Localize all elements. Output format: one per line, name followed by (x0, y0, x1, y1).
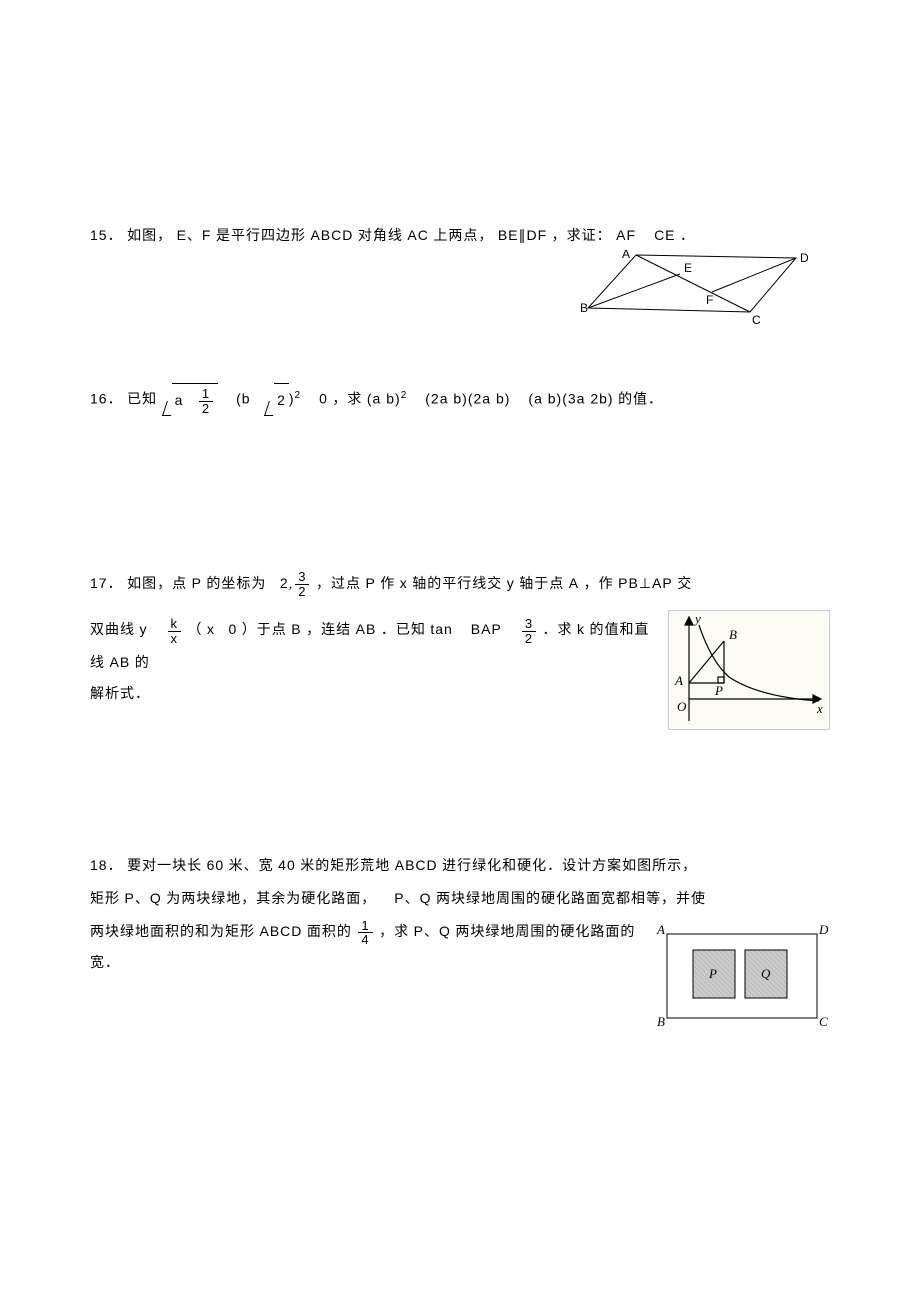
sqrt-a-half: a 12 (162, 383, 219, 418)
problem-17: 17． 如图，点 P 的坐标为 2,32 ，过点 P 作 x 轴的平行线交 y … (90, 568, 830, 731)
svg-text:P: P (714, 683, 724, 698)
problem-16: 16． 已知 a 12 (b 2)2 0 ，求 (a b)2 (2a b)(2a… (90, 383, 830, 418)
figure-17-hyperbola: O A P B x y (668, 610, 830, 730)
svg-text:C: C (752, 313, 761, 327)
svg-text:P: P (708, 966, 718, 981)
problem-18: 18． 要对一块长 60 米、宽 40 米的矩形荒地 ABCD 进行绿化和硬化．… (90, 850, 830, 1032)
problem-15: 15． 如图， E、F 是平行四边形 ABCD 对角线 AC 上两点， BE∥D… (90, 220, 830, 253)
problem-15-text: 15． 如图， E、F 是平行四边形 ABCD 对角线 AC 上两点， BE∥D… (90, 220, 830, 253)
problem-number: 18． (90, 857, 123, 873)
svg-text:D: D (800, 251, 809, 265)
svg-text:D: D (818, 922, 829, 937)
svg-text:C: C (819, 1014, 829, 1029)
svg-text:y: y (693, 611, 702, 626)
svg-text:E: E (684, 261, 692, 275)
problem-18-text: 18． 要对一块长 60 米、宽 40 米的矩形荒地 ABCD 进行绿化和硬化．… (90, 850, 830, 979)
svg-text:A: A (656, 922, 666, 937)
svg-text:x: x (816, 701, 824, 716)
problem-number: 15． (90, 227, 123, 243)
problem-number: 16． (90, 390, 123, 406)
svg-text:B: B (580, 301, 588, 315)
svg-text:B: B (729, 627, 738, 642)
svg-text:A: A (674, 673, 684, 688)
figure-18-rects: A D B C P Q (655, 922, 830, 1032)
problem-17-text: 17． 如图，点 P 的坐标为 2,32 ，过点 P 作 x 轴的平行线交 y … (90, 568, 830, 711)
svg-text:B: B (657, 1014, 666, 1029)
sqrt-2: 2 (264, 383, 289, 418)
problem-number: 17． (90, 575, 123, 591)
figure-15-parallelogram: A D C B E F (580, 250, 810, 328)
svg-text:F: F (706, 293, 713, 307)
svg-text:Q: Q (761, 966, 771, 981)
problem-16-text: 16． 已知 a 12 (b 2)2 0 ，求 (a b)2 (2a b)(2a… (90, 383, 830, 418)
svg-text:A: A (622, 250, 630, 261)
svg-text:O: O (677, 699, 687, 714)
